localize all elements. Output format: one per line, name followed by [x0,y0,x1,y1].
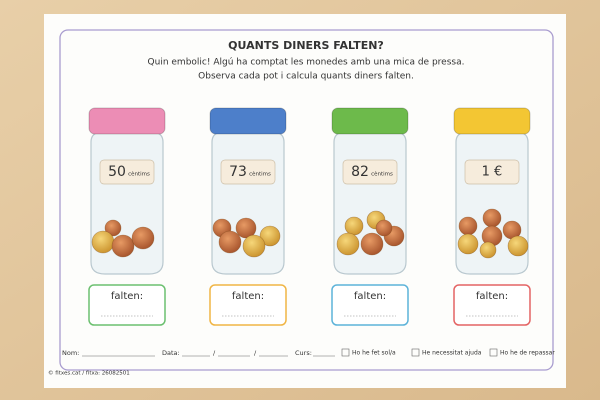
checkbox[interactable] [489,348,498,357]
coin [482,208,502,228]
name-label: Nom: [62,349,79,357]
coin [91,230,115,254]
coin [336,232,360,256]
amount: 50 [108,164,126,180]
frame [59,29,554,371]
instruction: Observa cada pot i calcula quants diners… [198,72,414,82]
coin [235,217,257,239]
check-label: He necessitat ajuda [422,350,482,357]
answer-box [453,284,531,326]
lid [88,107,166,135]
answer-box [209,284,287,326]
slash: / [254,349,257,357]
lid [209,107,287,135]
date-label: Data: [162,349,180,357]
label-card [220,159,276,185]
coin [104,219,122,237]
coin [344,216,364,236]
instruction: Quin embolic! Algú ha comptat les monede… [148,58,465,68]
answer-box [88,284,166,326]
answer-box [331,284,409,326]
footer: Nom: Data: / / Curs: Ho he fet sol/a He … [62,348,555,357]
coin [507,235,529,257]
label-card [342,159,398,185]
check-label: Ho he de repassar [500,350,555,357]
label-card [99,159,155,185]
coin [375,219,393,237]
answer-label: falten: [232,291,264,302]
checkbox[interactable] [411,348,420,357]
lid [453,107,531,135]
course-label: Curs: [295,349,312,357]
coin [218,230,242,254]
unit: cèntims [249,171,271,178]
unit: cèntims [371,171,393,178]
answer-label: falten: [476,291,508,302]
amount: 82 [351,164,369,180]
lid [331,107,409,135]
slash: / [213,349,216,357]
coin [457,233,479,255]
coin [259,225,281,247]
coin [242,234,266,258]
check-label: Ho he fet sol/a [352,350,396,357]
title: QUANTS DINERS FALTEN? [228,39,384,52]
checkbox[interactable] [341,348,350,357]
coin [458,216,478,236]
coin [479,241,497,259]
amount: 73 [229,164,247,180]
amount: 1 € [482,165,503,180]
unit: cèntims [128,171,150,178]
answer-label: falten: [111,291,143,302]
credit: © fitxes.cat / fitxa: 26082501 [48,370,130,377]
coin [111,234,135,258]
label-card [464,159,520,185]
coin [131,226,155,250]
answer-label: falten: [354,291,386,302]
coin [360,232,384,256]
